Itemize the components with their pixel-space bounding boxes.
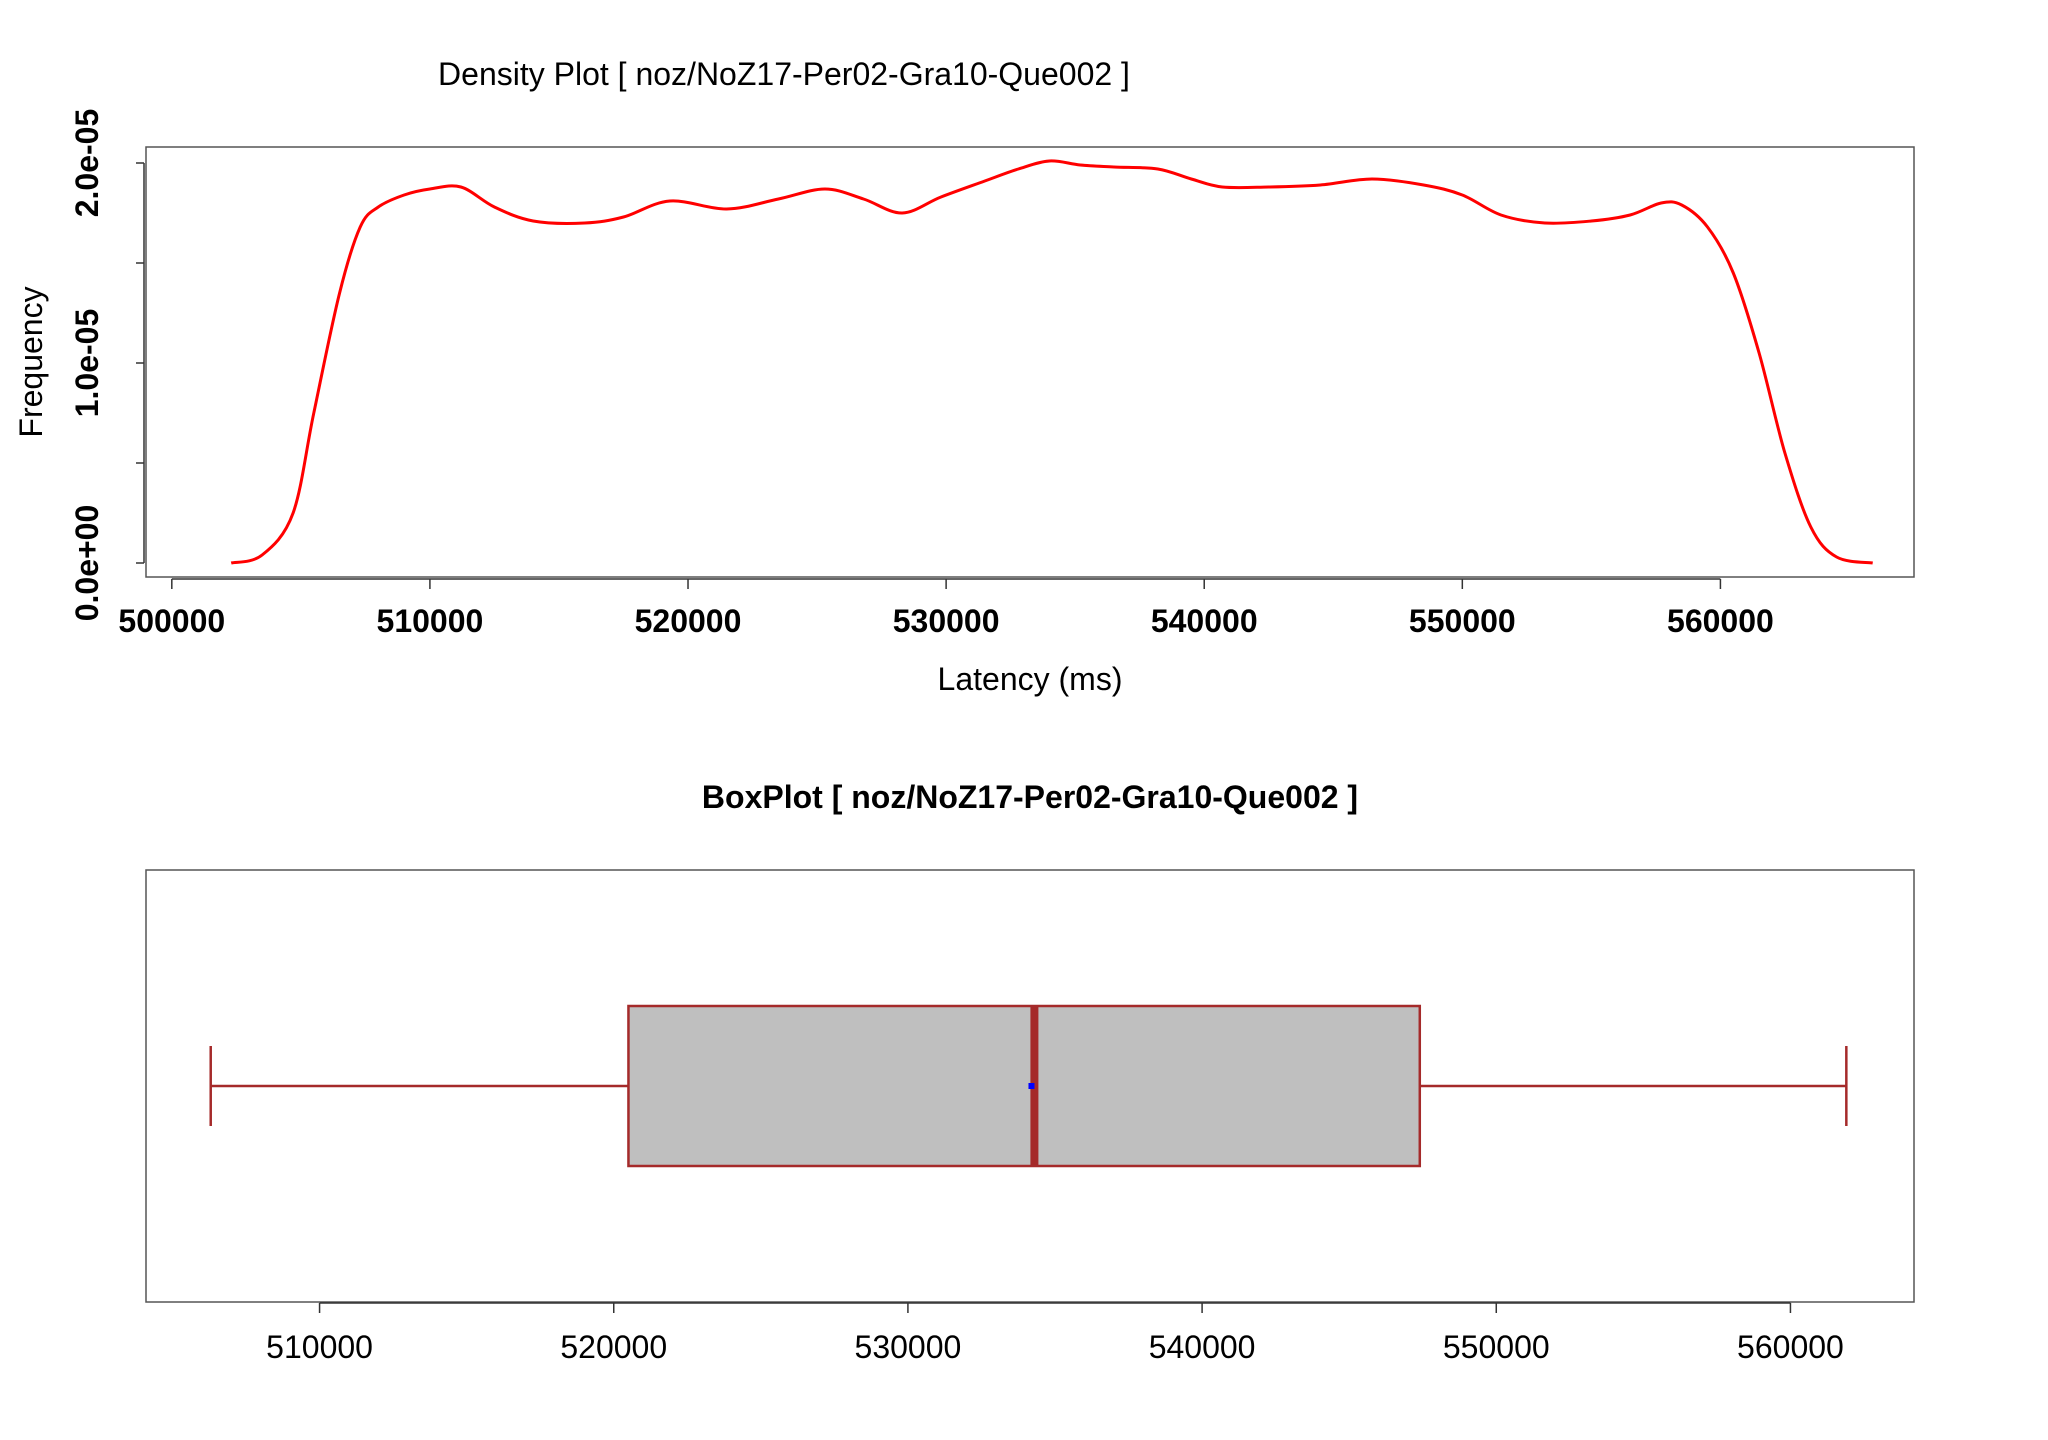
- density-title: Density Plot [ noz/NoZ17-Per02-Gra10-Que…: [438, 56, 1130, 92]
- density-x-tick-label: 560000: [1667, 603, 1774, 639]
- box-plot-frame: [145, 869, 1915, 1303]
- density-x-tick-label: 530000: [893, 603, 1000, 639]
- box-x-tick-label: 550000: [1443, 1329, 1550, 1365]
- density-x-tick-label: 520000: [635, 603, 742, 639]
- density-y-tick-label: 0.0e+00: [69, 505, 105, 622]
- density-x-tick-label: 550000: [1409, 603, 1516, 639]
- density-x-axis: 500000 510000 520000 530000 540000 550000 5600…: [118, 578, 1774, 639]
- density-plot-frame: [145, 146, 1915, 578]
- density-y-tick-label: 2.0e-05: [69, 109, 105, 218]
- density-y-axis-label: Frequency: [13, 286, 49, 437]
- box-x-tick-label: 530000: [855, 1329, 962, 1365]
- box-x-tick-label: 520000: [560, 1329, 667, 1365]
- density-x-tick-label: 540000: [1151, 603, 1258, 639]
- box-x-tick-label: 540000: [1149, 1329, 1256, 1365]
- density-chart: Density Plot [ noz/NoZ17-Per02-Gra10-Que…: [13, 56, 1915, 697]
- box-x-axis: 510000 520000 530000 540000 550000 560000: [266, 1302, 1844, 1365]
- density-curve: [230, 159, 1873, 565]
- density-x-tick-label: 500000: [118, 603, 225, 639]
- box-x-tick-label: 560000: [1737, 1329, 1844, 1365]
- density-x-axis-label: Latency (ms): [938, 661, 1123, 697]
- box-x-tick-label: 510000: [266, 1329, 373, 1365]
- box-iqr: [627, 1004, 1422, 1168]
- box-mean-marker: [1028, 1083, 1035, 1089]
- density-y-axis: 0.0e+00 1.0e-05 2.0e-05: [69, 109, 145, 622]
- box-plot-marks: [209, 1004, 1848, 1168]
- box-chart: BoxPlot [ noz/NoZ17-Per02-Gra10-Que002 ]…: [145, 779, 1915, 1365]
- density-x-tick-label: 510000: [377, 603, 484, 639]
- box-title: BoxPlot [ noz/NoZ17-Per02-Gra10-Que002 ]: [702, 779, 1358, 815]
- density-y-tick-label: 1.0e-05: [69, 309, 105, 418]
